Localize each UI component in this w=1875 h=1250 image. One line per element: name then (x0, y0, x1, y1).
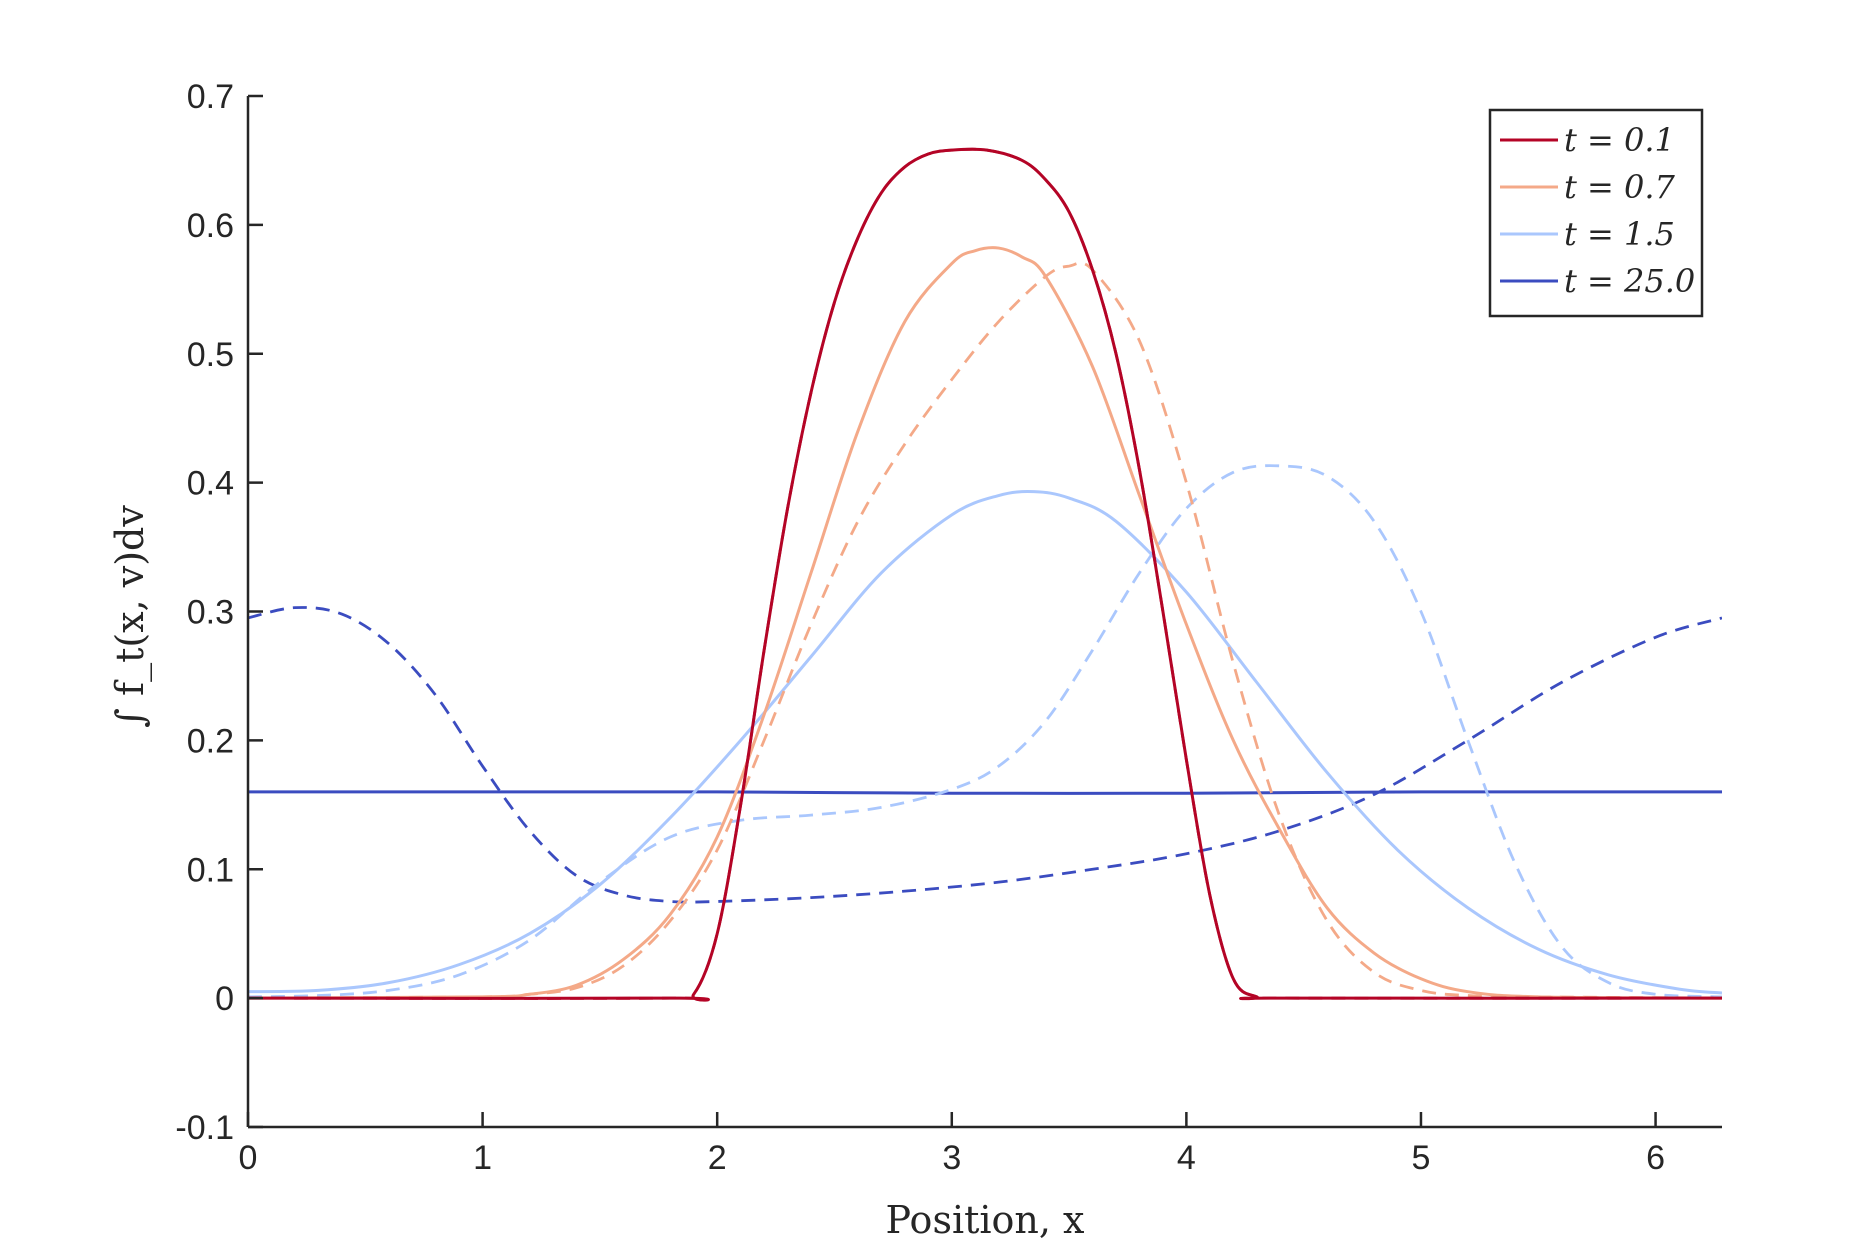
legend-entry: t = 0.7 (1564, 168, 1676, 206)
x-tick-label: 0 (239, 1139, 258, 1177)
ticks: 0 1 2 3 4 5 6-0.100.10.20.30.40.50.60.7 (175, 78, 1665, 1177)
y-tick-label: 0.4 (187, 465, 234, 503)
legend-entry: t = 1.5 (1564, 215, 1675, 253)
x-tick-label: 5 (1412, 1139, 1431, 1177)
y-tick-label: 0.1 (187, 851, 234, 889)
plot-lines (248, 147, 1722, 1002)
x-tick-label: 3 (942, 1139, 961, 1177)
series-line-0-solid (248, 147, 1722, 1002)
y-tick-label: 0.3 (187, 594, 234, 632)
x-tick-label: 1 (473, 1139, 492, 1177)
series-line-3-dashed (248, 261, 1722, 1000)
x-axis-label: Position, x (886, 1198, 1085, 1242)
x-tick-label: 4 (1177, 1139, 1196, 1177)
y-axis-label: ∫ f_t(x, v)dv (108, 505, 153, 728)
y-tick-label: 0.6 (187, 207, 234, 245)
legend-entry: t = 0.1 (1564, 121, 1675, 159)
series-line-6-solid (248, 790, 1722, 795)
legend: t = 0.1 t = 0.7 t = 1.5 t = 25.0 (1488, 108, 1704, 318)
series-line-2-solid (248, 246, 1722, 1000)
series-line-7-dashed (248, 606, 1722, 904)
y-tick-label: 0 (215, 980, 234, 1018)
series-line-4-solid (248, 490, 1722, 995)
series-line-5-dashed (248, 464, 1722, 999)
y-tick-label: -0.1 (175, 1109, 234, 1147)
x-tick-label: 6 (1646, 1139, 1665, 1177)
x-tick-label: 2 (708, 1139, 727, 1177)
y-tick-label: 0.7 (187, 78, 234, 116)
legend-entry: t = 25.0 (1564, 262, 1695, 300)
y-tick-label: 0.5 (187, 336, 234, 374)
y-tick-label: 0.2 (187, 722, 234, 760)
